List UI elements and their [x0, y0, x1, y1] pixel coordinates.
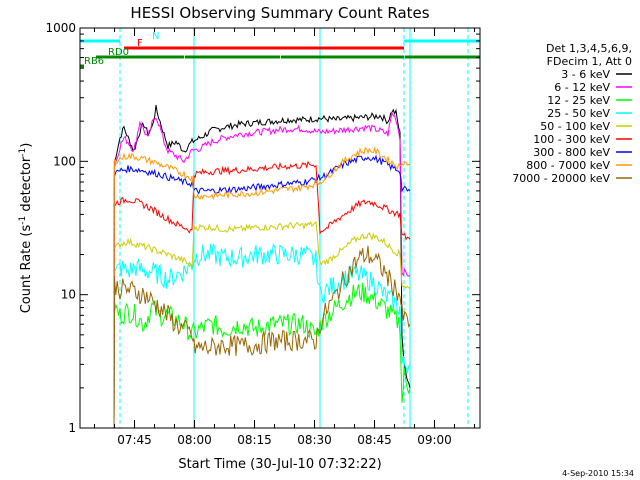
y-label-sup-1: -1 — [18, 216, 28, 225]
y-tick-label: 1 — [68, 421, 76, 435]
attenuator-label: N — [152, 31, 159, 42]
legend-label: 25 - 50 keV — [547, 107, 610, 120]
y-axis-label: Count Rate (s-1 detector-1) — [18, 143, 34, 314]
plot-area: NF RD0 RB6 — [80, 28, 480, 429]
series-line — [113, 154, 411, 429]
y-label-part-2: detector — [19, 156, 34, 216]
x-tick-label: 09:00 — [417, 433, 452, 447]
footer-date: 4-Sep-2010 15:34 — [562, 469, 634, 478]
plot-frame — [79, 27, 481, 429]
legend-label: 100 - 300 keV — [533, 133, 610, 146]
x-tick-label: 08:00 — [177, 433, 212, 447]
legend-label: 3 - 6 keV — [561, 68, 610, 81]
legend: Det 1,3,4,5,6,9,FDecim 1, Att 03 - 6 keV… — [512, 42, 632, 185]
x-axis-label: Start Time (30-Jul-10 07:32:22) — [178, 457, 381, 472]
attenuator-label: F — [137, 38, 143, 49]
x-tick-label: 08:30 — [297, 433, 332, 447]
y-label-part-1: Count Rate (s — [19, 225, 34, 314]
y-label-sup-2: -1 — [18, 148, 28, 157]
y-axis: 1 10 100 1000 — [45, 21, 480, 435]
series-line — [113, 282, 411, 419]
chart-title: HESSI Observing Summary Count Rates — [130, 4, 429, 22]
legend-label: 800 - 7000 keV — [526, 159, 610, 172]
y-tick-label: 100 — [53, 154, 76, 168]
x-tick-label: 07:45 — [117, 433, 152, 447]
legend-label: 12 - 25 keV — [547, 94, 610, 107]
legend-label: 300 - 800 keV — [533, 146, 610, 159]
x-tick-label: 08:45 — [357, 433, 392, 447]
legend-label: 50 - 100 keV — [540, 120, 610, 133]
series-line — [113, 243, 411, 429]
attenuator-label: RB6 — [84, 56, 104, 67]
y-tick-label: 10 — [61, 288, 76, 302]
y-label-part-3: ) — [19, 143, 34, 148]
x-axis: 07:45 08:00 08:15 08:30 08:45 09:00 — [94, 28, 476, 447]
series-line — [113, 104, 411, 429]
legend-label: 7000 - 20000 keV — [512, 172, 610, 185]
series-line — [113, 146, 411, 428]
y-tick-label: 1000 — [45, 21, 76, 35]
legend-header: FDecim 1, Att 0 — [547, 55, 632, 68]
x-tick-label: 08:15 — [237, 433, 272, 447]
series-line — [113, 160, 411, 427]
legend-header: Det 1,3,4,5,6,9, — [546, 42, 632, 55]
legend-label: 6 - 12 keV — [554, 81, 610, 94]
series-line — [113, 110, 411, 429]
attenuator-label: RD0 — [108, 47, 129, 58]
series-line — [113, 220, 411, 429]
series-line — [113, 245, 411, 425]
